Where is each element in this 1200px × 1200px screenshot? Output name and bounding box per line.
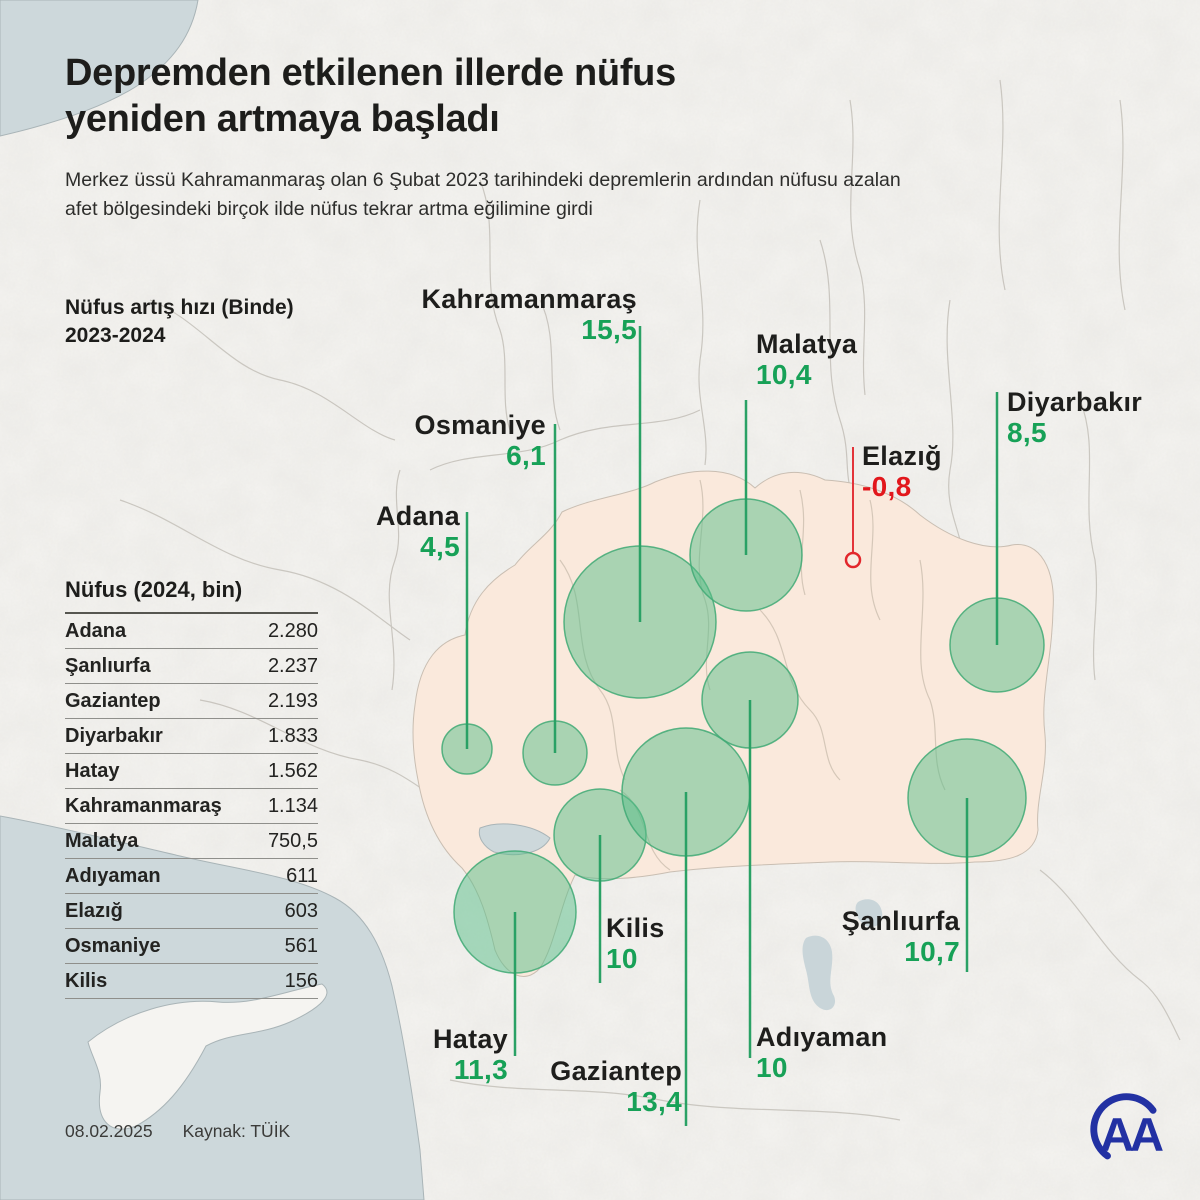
province-name: Şanlıurfa [841,906,960,936]
table-row-population: 561 [284,935,318,957]
province-rate: 10 [756,1052,788,1084]
province-name: Gaziantep [550,1056,682,1086]
table-row-province: Şanlıurfa [65,655,151,677]
table-row-province: Diyarbakır [65,725,163,747]
table-row-province: Adana [65,620,127,642]
province-label-kilis: Kilis 10 [606,913,665,975]
province-rate: 15,5 [581,314,637,346]
province-name: Kilis [606,913,665,943]
province-name: Adıyaman [756,1022,888,1052]
province-name: Adana [375,501,460,531]
table-row: Adana 2.280 [65,614,318,649]
table-row-population: 1.562 [267,760,318,782]
table-row-population: 611 [286,865,318,887]
table-row-province: Gaziantep [65,690,161,712]
black-sea [0,0,199,137]
province-rate: 11,3 [453,1054,508,1086]
table-row: Diyarbakır 1.833 [65,719,318,754]
province-borders [119,79,1181,1121]
table-row-population: 750,5 [267,830,318,852]
province-name: Kahramanmaraş [421,284,637,314]
table-row-population: 1.134 [267,795,318,817]
province-label-gaziantep: Gaziantep 13,4 [550,1056,682,1118]
table-row-population: 156 [284,970,318,992]
subtitle-line-1: Merkez üssü Kahramanmaraş olan 6 Şubat 2… [65,169,901,191]
province-name: Hatay [432,1024,508,1054]
province-label-ad-yaman: Adıyaman 10 [756,1022,887,1084]
subtitle-line-2: afet bölgesindeki birçok ilde nüfus tekr… [65,198,593,221]
province-rate: 13,4 [626,1086,682,1118]
source-credit: Kaynak: TÜİK [182,1121,291,1141]
map-legend: Nüfus artış hızı (Binde) 2023-2024 [65,294,294,351]
province-label-elaz-: Elazığ -0,8 [862,441,942,503]
cyprus-island [87,983,328,1130]
table-row-population: 2.237 [267,655,318,677]
province-label-malatya: Malatya 10,4 [756,329,857,391]
province-label-hatay: Hatay 11,3 [433,1024,508,1086]
province-label--anl-urfa: Şanlıurfa 10,7 [842,906,960,968]
publish-date: 08.02.2025 [65,1121,153,1141]
table-row: Osmaniye 561 [65,929,318,964]
legend-line-1: Nüfus artış hızı (Binde) [65,296,294,319]
province-rate: 10,7 [904,936,960,968]
table-row: Hatay 1.562 [65,754,318,789]
province-name: Malatya [756,329,858,359]
logo-text: AA [1100,1109,1163,1162]
table-row-province: Kilis [65,970,108,992]
table-row: Gaziantep 2.193 [65,684,318,719]
province-rate: -0,8 [862,471,912,503]
subtitle: Merkez üssü Kahramanmaraş olan 6 Şubat 2… [65,166,1075,225]
province-name: Osmaniye [414,410,546,440]
table-row-province: Kahramanmaraş [65,795,222,817]
table-row-province: Elazığ [65,900,123,922]
table-row-population: 1.833 [267,725,318,747]
province-label-kahramanmara-: Kahramanmaraş 15,5 [421,284,637,346]
province-name: Diyarbakır [1007,387,1143,417]
title-line-1: Depremden etkilenen illerde nüfus [65,52,676,94]
ataturk-reservoir [802,899,883,1011]
population-table-header: Nüfus (2024, bin) [65,577,318,614]
bubble-elaz- [844,551,862,569]
table-row-province: Adıyaman [65,865,161,887]
leader-line-layer [465,326,999,1126]
province-label-diyarbak-r: Diyarbakır 8,5 [1007,387,1142,449]
table-row-province: Osmaniye [65,935,161,957]
province-rate: 4,5 [420,531,460,563]
table-row: Adıyaman 611 [65,859,318,894]
footer: 08.02.2025 Kaynak: TÜİK [65,1121,290,1142]
table-row: Malatya 750,5 [65,824,318,859]
anadolu-agency-logo: AA [1090,1093,1167,1162]
province-label-adana: Adana 4,5 [376,501,460,563]
province-rate: 8,5 [1007,417,1047,449]
table-row: Kahramanmaraş 1.134 [65,789,318,824]
table-row-province: Malatya [65,830,139,852]
table-row-population: 2.280 [267,620,318,642]
province-name: Elazığ [862,441,942,471]
logo-arc [1090,1093,1157,1160]
population-table: Nüfus (2024, bin) Adana 2.280 Şanlıurfa 2.2… [65,577,318,999]
table-row-population: 2.193 [267,690,318,712]
table-row: Elazığ 603 [65,894,318,929]
province-rate: 10,4 [756,359,812,391]
legend-line-2: 2023-2024 [65,324,166,348]
province-rate: 6,1 [506,440,546,472]
table-row-population: 603 [284,900,318,922]
province-rate: 10 [606,943,638,975]
population-table-rows: Adana 2.280 Şanlıurfa 2.237 Gaziantep 2.193 Di… [65,614,318,999]
province-label-osmaniye: Osmaniye 6,1 [415,410,546,472]
page-title: Depremden etkilenen illerde nüfus yenide… [65,50,805,143]
table-row: Şanlıurfa 2.237 [65,649,318,684]
title-line-2: yeniden artmaya başladı [65,98,500,141]
table-row: Kilis 156 [65,964,318,999]
table-row-province: Hatay [65,760,120,782]
